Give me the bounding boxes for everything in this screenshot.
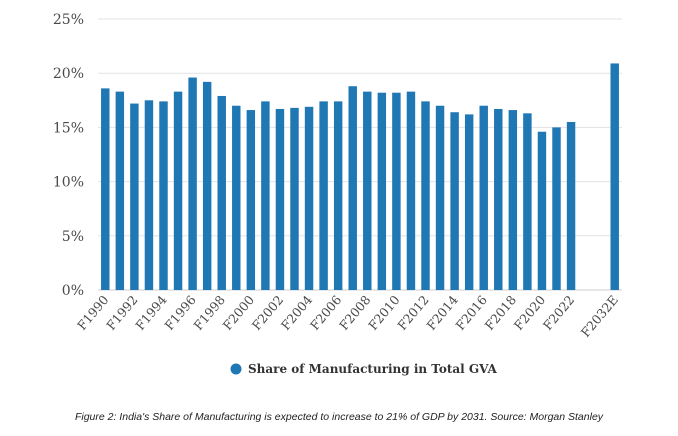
bars <box>101 63 619 291</box>
bar-f2005 <box>319 101 328 290</box>
bar-f2018 <box>508 110 518 290</box>
bar-chart: 0% 5% 10% 15% 20% 25% F1990F1992F1994F1996F19… <box>53 12 622 376</box>
bar-f1993 <box>144 100 154 290</box>
legend: Share of Manufacturing in Total GVA <box>230 362 498 376</box>
bar-f2009 <box>377 92 387 290</box>
bar-f1990 <box>101 88 110 290</box>
bar-f1991 <box>115 91 125 291</box>
x-tick-label: F2022 <box>540 292 578 333</box>
bar-f2010 <box>392 92 401 290</box>
bar-f2021 <box>552 127 561 291</box>
bar-f2015 <box>464 114 474 290</box>
y-tick-label: 25% <box>53 12 84 28</box>
bar-f1995 <box>173 91 183 291</box>
bar-f2012 <box>421 101 430 290</box>
bar-f2007 <box>348 86 357 290</box>
bar-f1994 <box>159 101 168 290</box>
bar-f2006 <box>333 101 343 290</box>
bar-f2004 <box>304 106 314 290</box>
bar-f1997 <box>202 81 212 290</box>
bar-f1998 <box>217 95 226 291</box>
bar-f1999 <box>232 105 241 290</box>
y-tick-label: 5% <box>62 229 84 245</box>
bar-f2017 <box>494 108 503 290</box>
x-axis-ticks: F1990F1992F1994F1996F1998F2000F2002F2004… <box>74 292 621 340</box>
legend-marker <box>230 363 242 375</box>
legend-label: Share of Manufacturing in Total GVA <box>248 362 498 376</box>
bar-f1996 <box>188 77 197 290</box>
figure-caption: Figure 2: India's Share of Manufacturing… <box>74 411 604 423</box>
bar-f2014 <box>450 112 459 290</box>
bar-f2022 <box>566 121 576 290</box>
y-tick-label: 15% <box>53 120 84 136</box>
bar-f2008 <box>363 91 372 291</box>
bar-f2003 <box>290 107 299 290</box>
bar-f2001 <box>261 101 270 290</box>
x-tick-label: F2032E <box>578 292 621 340</box>
bar-f2011 <box>406 91 416 291</box>
bar-f2032e <box>610 63 619 290</box>
bar-f2020 <box>537 131 547 290</box>
bar-f2013 <box>435 105 445 290</box>
bar-f2019 <box>523 113 532 290</box>
y-tick-label: 20% <box>53 66 84 82</box>
bar-f1992 <box>130 103 139 290</box>
y-axis-ticks: 0% 5% 10% 15% 20% 25% <box>53 12 84 299</box>
bar-f2016 <box>479 105 488 290</box>
bar-f2002 <box>275 108 285 290</box>
y-tick-label: 0% <box>62 283 84 299</box>
gridlines <box>98 18 622 291</box>
bar-f2000 <box>246 110 256 290</box>
y-tick-label: 10% <box>53 175 84 191</box>
